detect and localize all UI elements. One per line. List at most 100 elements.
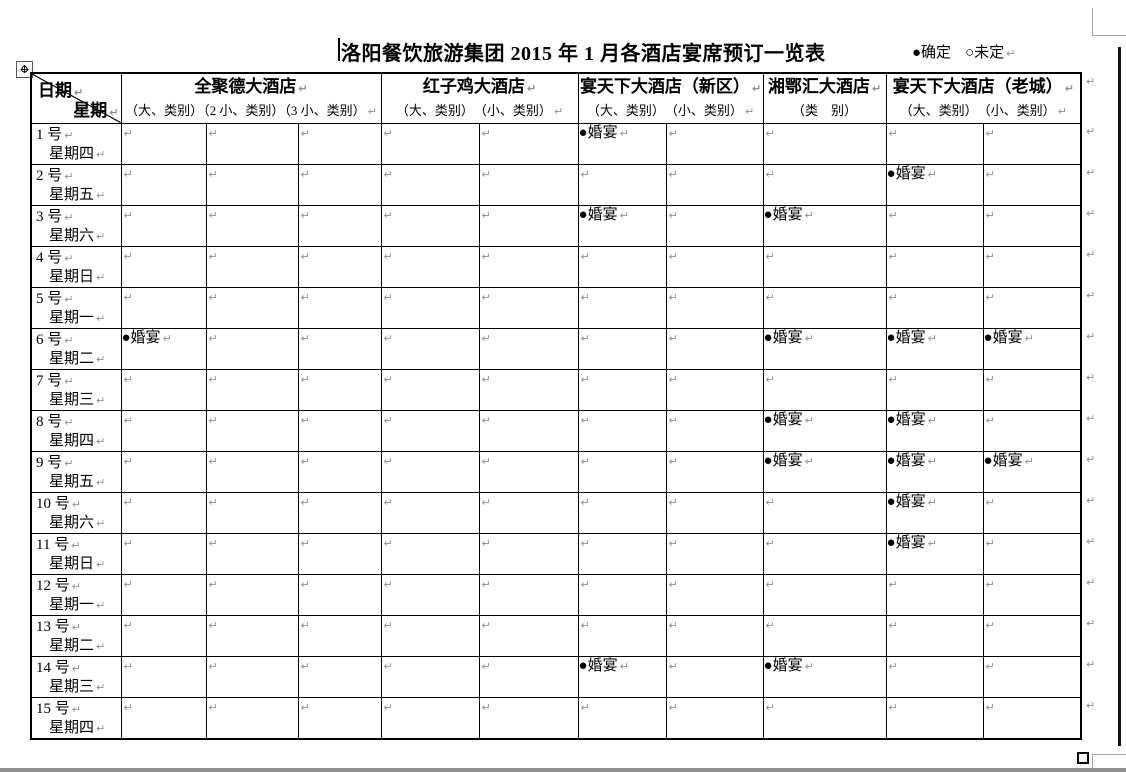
empty-cell[interactable]: ↵ (982, 286, 1082, 329)
empty-cell[interactable]: ↵ (982, 573, 1082, 616)
empty-cell[interactable]: ↵ (982, 532, 1082, 575)
empty-cell[interactable]: ↵ (478, 204, 579, 247)
banquet-cell[interactable]: ●婚宴 ↵ (577, 655, 667, 698)
empty-cell[interactable]: ↵ (120, 409, 207, 452)
empty-cell[interactable]: ↵ (577, 286, 667, 329)
hotel-header-yantianxia-xinqu[interactable]: 宴天下大酒店（新区） ↵ （大、类别） （小、类别） ↵ (577, 72, 764, 124)
banquet-cell[interactable]: ●婚宴 ↵ (885, 532, 984, 575)
empty-cell[interactable]: ↵ (205, 245, 299, 288)
empty-cell[interactable]: ↵ (205, 122, 299, 165)
hotel-header-xiang-e-hui[interactable]: 湘鄂汇大酒店 ↵ （类 别） (762, 72, 887, 124)
empty-cell[interactable]: ↵ (120, 614, 207, 657)
empty-cell[interactable]: ↵ (885, 655, 984, 698)
banquet-cell[interactable]: ●婚宴 ↵ (762, 655, 887, 698)
empty-cell[interactable]: ↵ (205, 573, 299, 616)
empty-cell[interactable]: ↵ (120, 122, 207, 165)
empty-cell[interactable]: ↵ (205, 450, 299, 493)
empty-cell[interactable]: ↵ (665, 204, 764, 247)
banquet-cell[interactable]: ●婚宴 ↵ (982, 450, 1082, 493)
empty-cell[interactable]: ↵ (120, 655, 207, 698)
empty-cell[interactable]: ↵ (478, 655, 579, 698)
day-cell[interactable]: 7 号 ↵ 星期三 ↵ (30, 368, 122, 411)
empty-cell[interactable]: ↵ (577, 696, 667, 739)
banquet-cell[interactable]: ●婚宴 ↵ (885, 450, 984, 493)
empty-cell[interactable]: ↵ (478, 286, 579, 329)
empty-cell[interactable]: ↵ (885, 122, 984, 165)
empty-cell[interactable]: ↵ (982, 163, 1082, 206)
empty-cell[interactable]: ↵ (478, 327, 579, 370)
empty-cell[interactable]: ↵ (380, 573, 480, 616)
empty-cell[interactable]: ↵ (205, 532, 299, 575)
empty-cell[interactable]: ↵ (380, 409, 480, 452)
empty-cell[interactable]: ↵ (665, 532, 764, 575)
empty-cell[interactable]: ↵ (478, 532, 579, 575)
banquet-cell[interactable]: ●婚宴 ↵ (577, 204, 667, 247)
empty-cell[interactable]: ↵ (297, 409, 382, 452)
empty-cell[interactable]: ↵ (205, 614, 299, 657)
empty-cell[interactable]: ↵ (380, 286, 480, 329)
empty-cell[interactable]: ↵ (380, 327, 480, 370)
banquet-cell[interactable]: ●婚宴 ↵ (120, 327, 207, 370)
empty-cell[interactable]: ↵ (120, 491, 207, 534)
empty-cell[interactable]: ↵ (297, 204, 382, 247)
empty-cell[interactable]: ↵ (478, 491, 579, 534)
empty-cell[interactable]: ↵ (380, 532, 480, 575)
empty-cell[interactable]: ↵ (380, 655, 480, 698)
banquet-cell[interactable]: ●婚宴 ↵ (885, 409, 984, 452)
empty-cell[interactable]: ↵ (205, 327, 299, 370)
empty-cell[interactable]: ↵ (297, 450, 382, 493)
empty-cell[interactable]: ↵ (205, 286, 299, 329)
empty-cell[interactable]: ↵ (478, 450, 579, 493)
empty-cell[interactable]: ↵ (577, 491, 667, 534)
empty-cell[interactable]: ↵ (380, 122, 480, 165)
empty-cell[interactable]: ↵ (885, 614, 984, 657)
empty-cell[interactable]: ↵ (577, 450, 667, 493)
empty-cell[interactable]: ↵ (982, 655, 1082, 698)
empty-cell[interactable]: ↵ (665, 286, 764, 329)
empty-cell[interactable]: ↵ (982, 204, 1082, 247)
empty-cell[interactable]: ↵ (577, 614, 667, 657)
empty-cell[interactable]: ↵ (297, 245, 382, 288)
empty-cell[interactable]: ↵ (665, 491, 764, 534)
empty-cell[interactable]: ↵ (762, 696, 887, 739)
empty-cell[interactable]: ↵ (982, 368, 1082, 411)
empty-cell[interactable]: ↵ (380, 368, 480, 411)
empty-cell[interactable]: ↵ (297, 286, 382, 329)
empty-cell[interactable]: ↵ (120, 696, 207, 739)
empty-cell[interactable]: ↵ (665, 368, 764, 411)
table-move-handle[interactable]: ↔ ↕ (16, 61, 33, 78)
empty-cell[interactable]: ↵ (478, 122, 579, 165)
empty-cell[interactable]: ↵ (297, 573, 382, 616)
empty-cell[interactable]: ↵ (982, 614, 1082, 657)
empty-cell[interactable]: ↵ (380, 614, 480, 657)
empty-cell[interactable]: ↵ (762, 245, 887, 288)
empty-cell[interactable]: ↵ (120, 245, 207, 288)
empty-cell[interactable]: ↵ (120, 163, 207, 206)
empty-cell[interactable]: ↵ (297, 122, 382, 165)
empty-cell[interactable]: ↵ (297, 614, 382, 657)
banquet-cell[interactable]: ●婚宴 ↵ (762, 450, 887, 493)
empty-cell[interactable]: ↵ (205, 696, 299, 739)
empty-cell[interactable]: ↵ (478, 245, 579, 288)
empty-cell[interactable]: ↵ (577, 368, 667, 411)
empty-cell[interactable]: ↵ (762, 286, 887, 329)
empty-cell[interactable]: ↵ (665, 655, 764, 698)
banquet-cell[interactable]: ●婚宴 ↵ (885, 491, 984, 534)
empty-cell[interactable]: ↵ (205, 163, 299, 206)
empty-cell[interactable]: ↵ (665, 122, 764, 165)
empty-cell[interactable]: ↵ (665, 573, 764, 616)
empty-cell[interactable]: ↵ (885, 573, 984, 616)
day-cell[interactable]: 3 号 ↵ 星期六 ↵ (30, 204, 122, 247)
empty-cell[interactable]: ↵ (297, 368, 382, 411)
empty-cell[interactable]: ↵ (885, 696, 984, 739)
empty-cell[interactable]: ↵ (297, 491, 382, 534)
empty-cell[interactable]: ↵ (478, 409, 579, 452)
empty-cell[interactable]: ↵ (762, 532, 887, 575)
empty-cell[interactable]: ↵ (205, 368, 299, 411)
empty-cell[interactable]: ↵ (762, 368, 887, 411)
empty-cell[interactable]: ↵ (205, 655, 299, 698)
empty-cell[interactable]: ↵ (982, 696, 1082, 739)
empty-cell[interactable]: ↵ (665, 163, 764, 206)
day-cell[interactable]: 15 号 ↵ 星期四 ↵ (30, 696, 122, 739)
empty-cell[interactable]: ↵ (885, 286, 984, 329)
